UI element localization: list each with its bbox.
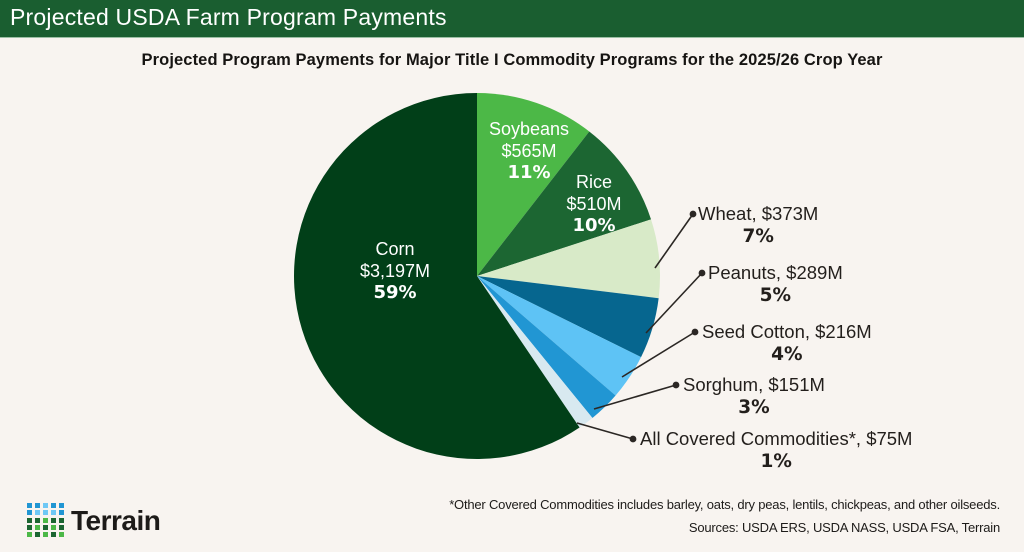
leader-dot-sorghum: [672, 381, 680, 389]
label-sorghum-pct: 3%: [738, 397, 770, 418]
logo-dot: [35, 524, 40, 530]
leader-dot-all-covered: [629, 435, 637, 443]
page-title: Projected USDA Farm Program Payments: [10, 4, 447, 30]
label-seed-cotton-text: Seed Cotton, $216M: [702, 321, 872, 342]
logo-dot: [43, 503, 48, 508]
logo-dot: [43, 517, 48, 523]
label-all-covered-pct: 1%: [760, 451, 792, 472]
footnote: *Other Covered Commodities includes barl…: [449, 497, 1000, 512]
logo-dot-grid-icon: [27, 503, 67, 539]
leader-dot-peanuts: [698, 269, 706, 277]
label-all-covered-text: All Covered Commodities*, $75M: [640, 428, 913, 449]
logo-dot: [35, 510, 40, 516]
logo-dot: [43, 532, 48, 538]
logo-dot: [59, 517, 64, 523]
label-all-covered: All Covered Commodities*, $75M 1%: [640, 427, 912, 473]
label-seed-cotton-pct: 4%: [771, 344, 803, 365]
logo-dot: [59, 510, 64, 516]
leader-line-sorghum: [593, 384, 677, 410]
logo-dot: [27, 510, 32, 516]
label-corn-pct: 59%: [373, 282, 417, 303]
logo-dot: [27, 532, 32, 538]
leader-lines: [576, 210, 706, 443]
leader-line-wheat: [654, 213, 694, 269]
logo-dot: [51, 510, 56, 516]
leader-line-all-covered: [576, 422, 634, 440]
chart-title: Projected Program Payments for Major Tit…: [141, 51, 883, 69]
logo-dot: [35, 532, 40, 538]
sources: Sources: USDA ERS, USDA NASS, USDA FSA, …: [688, 520, 1000, 535]
logo-dot: [35, 503, 40, 508]
logo-dot: [59, 524, 64, 530]
label-wheat-pct: 7%: [742, 226, 774, 247]
pie-slice-peanuts: [477, 276, 659, 358]
logo-wordmark: Terrain: [71, 505, 161, 536]
label-corn-value: $3,197M: [359, 261, 431, 281]
label-wheat: Wheat, $373M 7%: [698, 202, 818, 248]
pie-slice-rice: [477, 131, 652, 276]
label-rice-value: $510M: [566, 194, 622, 214]
logo-dot: [27, 517, 32, 523]
logo-dot: [43, 510, 48, 516]
logo-dot: [35, 517, 40, 523]
leader-dot-wheat: [689, 210, 697, 218]
label-sorghum-text: Sorghum, $151M: [683, 374, 825, 395]
label-sorghum: Sorghum, $151M 3%: [683, 373, 825, 419]
label-peanuts-text: Peanuts, $289M: [708, 262, 843, 283]
logo-dot: [27, 524, 32, 530]
pie-slices: [293, 93, 660, 460]
logo-dot: [51, 524, 56, 530]
pie-slice-wheat: [477, 219, 660, 299]
label-soybeans-value: $565M: [501, 141, 557, 161]
logo-dot: [51, 517, 56, 523]
logo-dot: [43, 524, 48, 530]
label-rice: Rice $510M 10%: [549, 171, 639, 237]
label-rice-name: Rice: [575, 172, 612, 192]
label-corn-name: Corn: [375, 239, 415, 259]
logo-dot: [59, 503, 64, 508]
leader-dot-seed-cotton: [691, 328, 699, 336]
label-peanuts-pct: 5%: [759, 285, 792, 306]
label-soybeans: Soybeans $565M 11%: [474, 118, 584, 184]
label-seed-cotton: Seed Cotton, $216M 4%: [702, 320, 872, 366]
pie-slice-all-covered-commodities: [477, 276, 593, 428]
label-wheat-text: Wheat, $373M: [698, 203, 819, 224]
logo-dot: [59, 532, 64, 538]
header-bar: Projected USDA Farm Program Payments: [0, 0, 1024, 38]
label-corn: Corn $3,197M 59%: [340, 238, 450, 304]
leader-line-seed-cotton: [621, 331, 696, 378]
label-soybeans-pct: 11%: [507, 162, 551, 183]
label-rice-pct: 10%: [572, 215, 616, 236]
leader-line-peanuts: [645, 272, 703, 334]
label-soybeans-name: Soybeans: [488, 119, 570, 139]
pie-slice-sorghum: [477, 276, 616, 419]
logo-dot: [27, 503, 32, 508]
logo-dot: [51, 532, 56, 538]
label-peanuts: Peanuts, $289M 5%: [708, 261, 843, 307]
pie-slice-soybeans: [477, 93, 590, 276]
logo-dot: [51, 503, 56, 508]
pie-slice-seed-cotton: [477, 276, 642, 396]
pie-slice-corn: [293, 93, 580, 460]
